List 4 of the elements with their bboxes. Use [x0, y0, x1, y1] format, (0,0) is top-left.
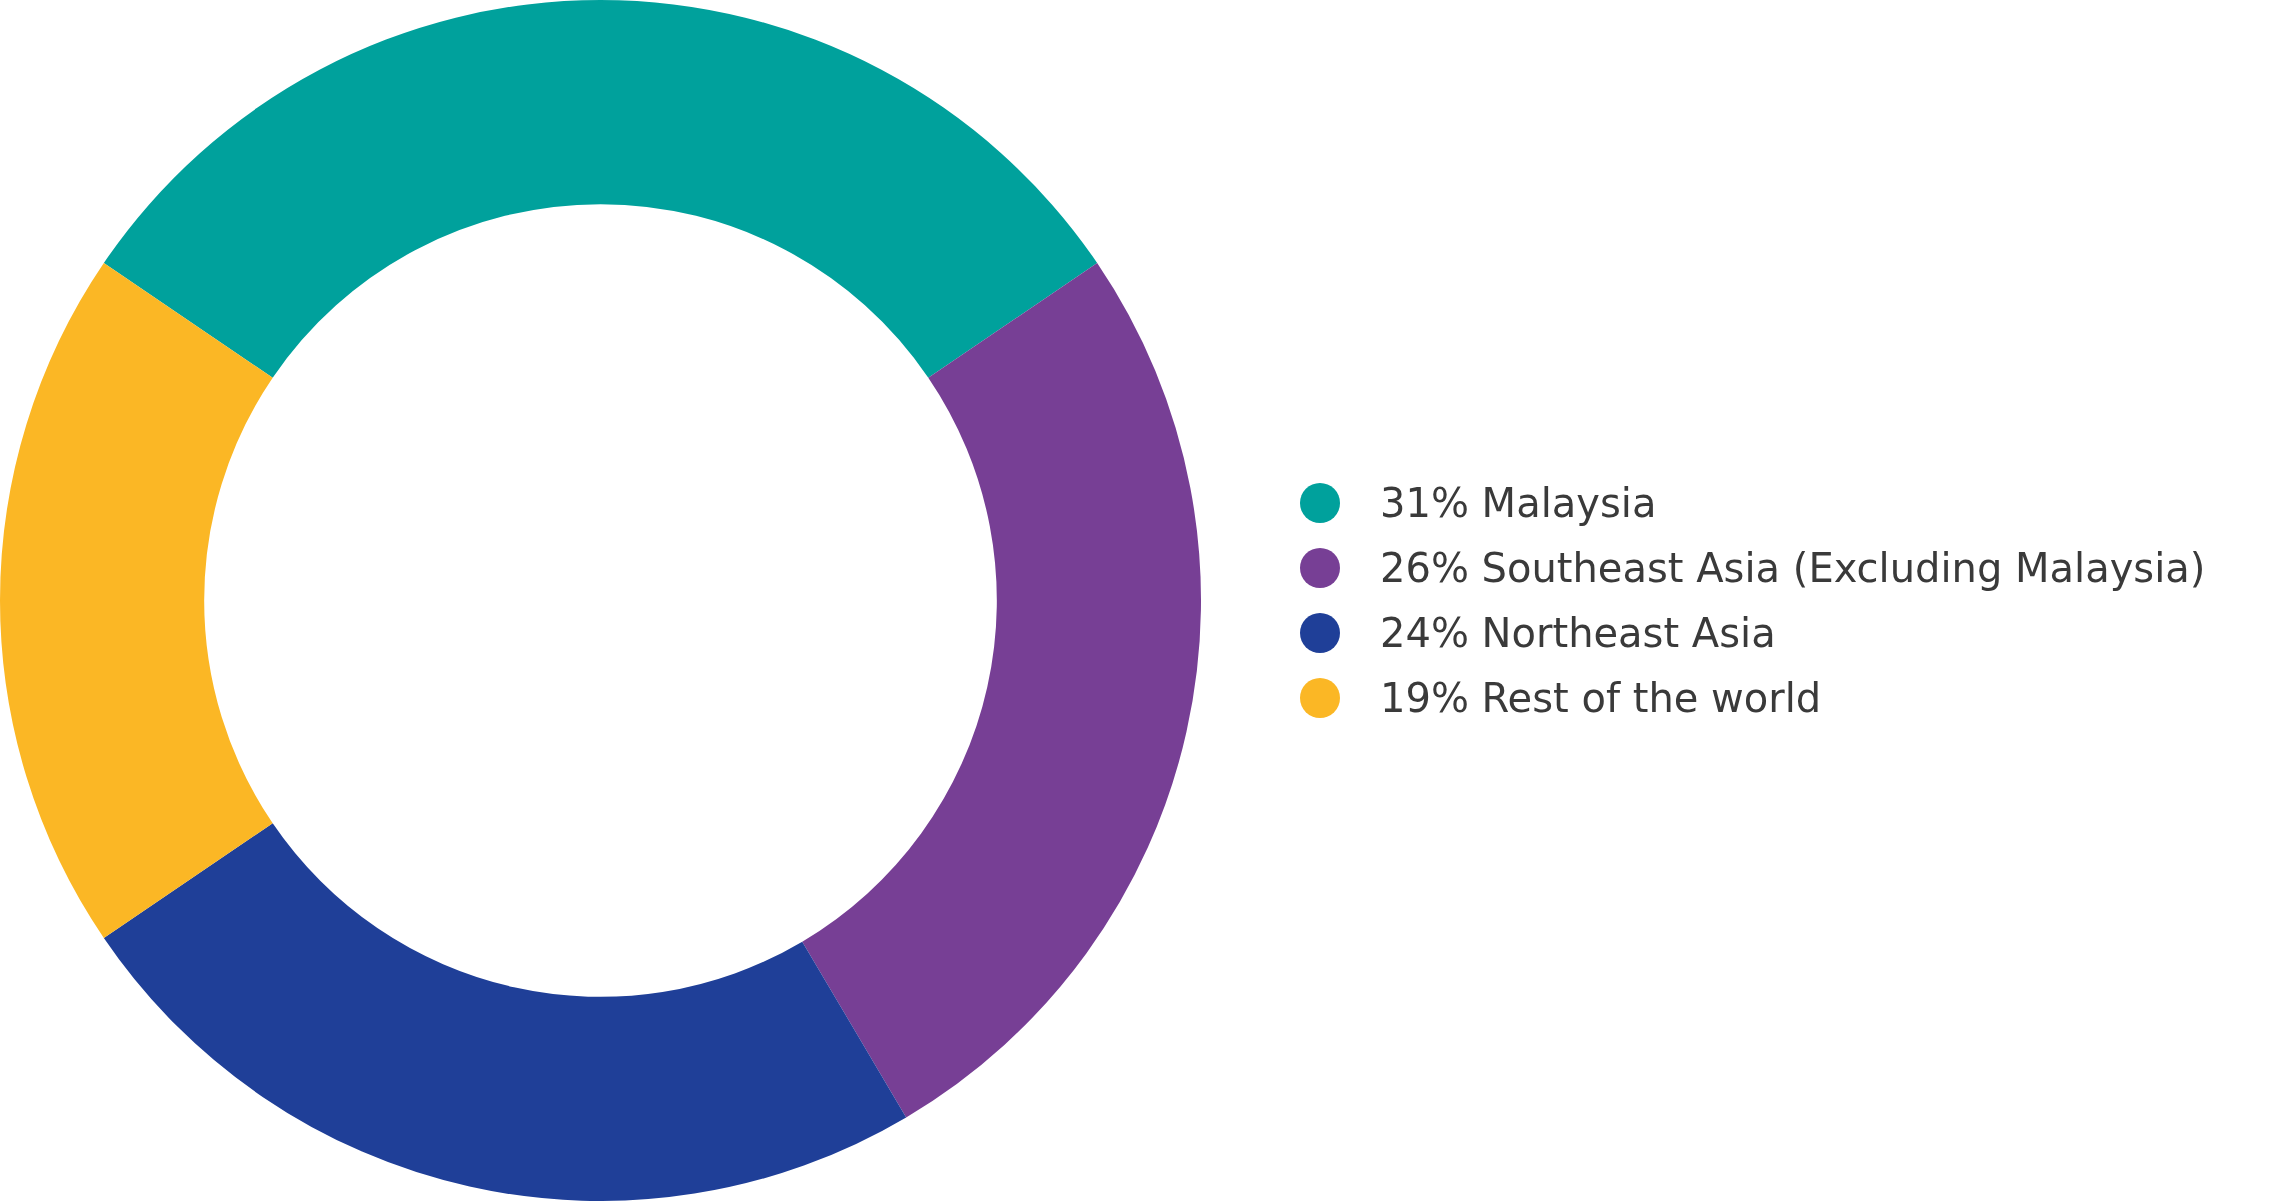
legend-label: 19% Rest of the world	[1380, 675, 1822, 721]
legend-label: 31% Malaysia	[1380, 480, 1657, 526]
legend-label: 24% Northeast Asia	[1380, 610, 1776, 656]
legend-label: 26% Southeast Asia (Excluding Malaysia)	[1380, 545, 2206, 591]
